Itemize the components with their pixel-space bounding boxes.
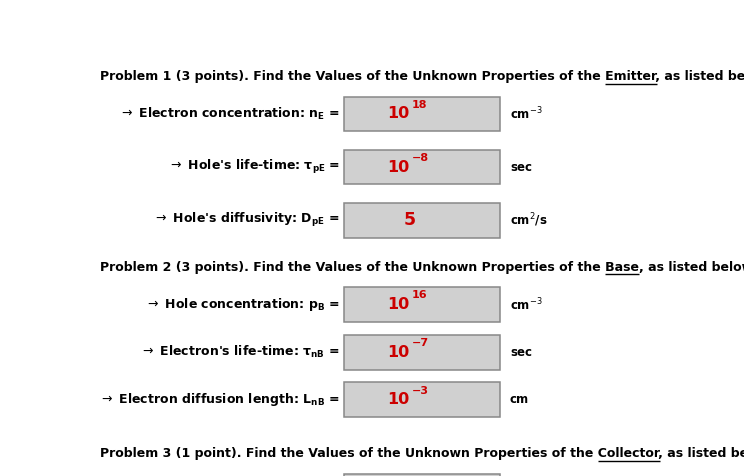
Bar: [344, 149, 499, 185]
Text: $\rightarrow$ Hole's life-time: $\mathbf{\tau_{pE}}$ =: $\rightarrow$ Hole's life-time: $\mathbf…: [167, 158, 340, 176]
Text: cm$^2$/s: cm$^2$/s: [510, 211, 548, 229]
Text: sec: sec: [510, 160, 532, 174]
Text: cm$^{-3}$: cm$^{-3}$: [510, 106, 542, 122]
Text: 5: 5: [403, 211, 415, 229]
Bar: [344, 203, 499, 238]
Text: $\rightarrow$ Electron's life-time: $\mathbf{\tau_{nB}}$ =: $\rightarrow$ Electron's life-time: $\ma…: [141, 344, 340, 360]
Text: cm: cm: [510, 393, 529, 407]
Text: 10: 10: [387, 297, 409, 312]
Text: 10: 10: [387, 345, 409, 360]
Bar: [344, 335, 499, 369]
Text: 10: 10: [387, 159, 409, 175]
Text: −7: −7: [412, 338, 429, 348]
Bar: [344, 382, 499, 417]
Bar: [344, 474, 499, 476]
Text: $\rightarrow$ Hole's diffusivity: $\mathbf{D_{pE}}$ =: $\rightarrow$ Hole's diffusivity: $\math…: [153, 211, 340, 229]
Text: −8: −8: [412, 153, 429, 163]
Text: 18: 18: [412, 100, 428, 110]
Text: $\rightarrow$ Electron concentration: $\mathbf{n_{E}}$ =: $\rightarrow$ Electron concentration: $\…: [119, 106, 340, 122]
Text: cm$^{-3}$: cm$^{-3}$: [510, 296, 542, 313]
Text: $\rightarrow$ Electron diffusion length: $\mathbf{L_{nB}}$ =: $\rightarrow$ Electron diffusion length:…: [99, 391, 340, 408]
Text: Problem 1 (3 points). Find the Values of the Unknown Properties of the Emitter, : Problem 1 (3 points). Find the Values of…: [100, 70, 744, 83]
Bar: [344, 287, 499, 322]
Text: Problem 2 (3 points). Find the Values of the Unknown Properties of the Base, as : Problem 2 (3 points). Find the Values of…: [100, 260, 744, 274]
Text: 10: 10: [387, 392, 409, 407]
Text: 10: 10: [387, 107, 409, 121]
Text: sec: sec: [510, 346, 532, 359]
Bar: [344, 97, 499, 131]
Text: 16: 16: [412, 290, 428, 300]
Text: Problem 3 (1 point). Find the Values of the Unknown Properties of the Collector,: Problem 3 (1 point). Find the Values of …: [100, 447, 744, 460]
Text: −3: −3: [412, 386, 429, 396]
Text: $\rightarrow$ Hole concentration: $\mathbf{p_{B}}$ =: $\rightarrow$ Hole concentration: $\math…: [145, 296, 340, 313]
